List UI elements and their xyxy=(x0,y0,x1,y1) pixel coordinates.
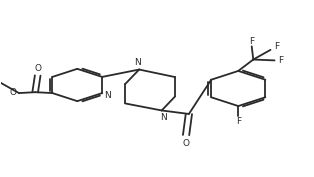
Text: N: N xyxy=(105,91,111,100)
Text: O: O xyxy=(10,88,17,97)
Text: F: F xyxy=(278,56,283,65)
Text: O: O xyxy=(34,64,41,73)
Text: N: N xyxy=(160,113,167,122)
Text: F: F xyxy=(236,117,241,126)
Text: F: F xyxy=(249,37,254,46)
Text: N: N xyxy=(134,58,141,67)
Text: F: F xyxy=(274,42,279,51)
Text: O: O xyxy=(182,139,190,148)
